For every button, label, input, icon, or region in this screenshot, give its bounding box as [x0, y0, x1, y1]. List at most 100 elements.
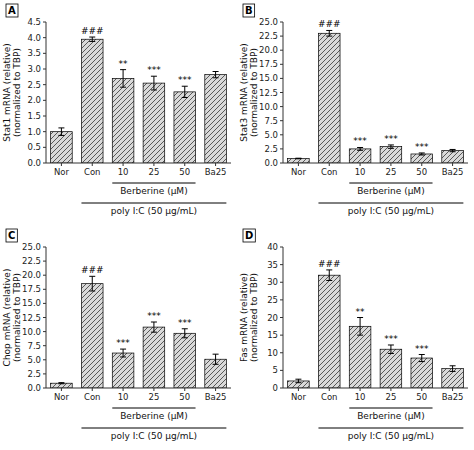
error-bar — [326, 30, 332, 36]
y-tick-label: 25 — [267, 295, 278, 305]
x-axis — [46, 388, 231, 389]
x-tick — [421, 388, 422, 391]
x-tick — [153, 388, 154, 391]
bracket-label: poly I:C (50 μg/mL) — [348, 206, 434, 216]
bar — [112, 78, 134, 163]
y-tick — [43, 345, 46, 346]
error-bar — [450, 366, 456, 372]
y-tick-label: 10.0 — [22, 327, 41, 337]
y-tick — [280, 106, 283, 107]
x-tick — [390, 163, 391, 166]
x-tick — [123, 163, 124, 166]
error-bar — [120, 70, 126, 88]
y-tick — [43, 373, 46, 374]
bracket-label: poly I:C (50 μg/mL) — [111, 206, 197, 216]
bar — [318, 33, 340, 163]
y-tick-label: 1.5 — [27, 111, 41, 121]
bracket-label: Berberine (μM) — [120, 411, 187, 421]
significance: ### — [81, 265, 104, 275]
significance: ### — [318, 259, 341, 269]
error-bar — [357, 147, 363, 150]
error-bar — [450, 149, 456, 151]
y-tick — [280, 264, 283, 265]
y-tick-label: 12.5 — [22, 313, 41, 323]
error-bar — [89, 276, 95, 291]
x-tick — [452, 388, 453, 391]
bar — [81, 284, 103, 388]
bar — [143, 83, 165, 163]
y-tick — [280, 92, 283, 93]
x-tick — [153, 163, 154, 166]
x-tick-label: Con — [321, 167, 338, 177]
bars — [51, 37, 227, 163]
y-axis — [46, 22, 47, 163]
significance: *** — [147, 65, 161, 75]
y-tick-label: 25.0 — [22, 242, 41, 252]
error-bar — [151, 322, 157, 332]
x-tick — [298, 388, 299, 391]
y-tick — [280, 282, 283, 283]
y-tick — [43, 53, 46, 54]
y-tick — [280, 22, 283, 23]
x-tick — [215, 163, 216, 166]
bar — [349, 326, 371, 388]
error-bar — [213, 72, 219, 78]
x-tick — [360, 163, 361, 166]
y-tick — [280, 299, 283, 300]
panel-label: D — [243, 229, 255, 242]
panel-label-text: A — [8, 5, 16, 16]
y-tick-label: 5.0 — [27, 355, 41, 365]
x-tick-label: 50 — [416, 167, 427, 177]
error-bar — [357, 318, 363, 336]
y-tick — [280, 134, 283, 135]
significance: ** — [119, 59, 129, 69]
y-tick-label: 17.5 — [22, 284, 41, 294]
bracket — [112, 183, 195, 184]
significance: ** — [356, 307, 366, 317]
panel-label: B — [243, 4, 255, 17]
y-tick — [280, 78, 283, 79]
bar — [442, 151, 464, 163]
y-tick-label: 4.0 — [27, 33, 41, 43]
significance: ### — [81, 26, 104, 36]
y-tick-label: 2.0 — [27, 95, 41, 105]
y-tick-label: 17.5 — [259, 59, 278, 69]
error-bar — [388, 345, 394, 353]
y-axis-label: Stat3 mRNA (relative)(normalized to TBP) — [239, 43, 259, 142]
bar — [349, 149, 371, 163]
error-bar — [182, 86, 188, 97]
x-tick — [61, 388, 62, 391]
bracket — [112, 408, 195, 409]
bars — [51, 276, 227, 388]
y-tick — [280, 120, 283, 121]
y-tick-label: 0.0 — [27, 158, 41, 168]
y-tick — [43, 261, 46, 262]
error-bar — [388, 145, 394, 148]
bracket-label: Berberine (μM) — [120, 186, 187, 196]
y-tick — [43, 22, 46, 23]
bracket — [81, 203, 226, 204]
bar — [112, 353, 134, 388]
error-bar — [213, 354, 219, 364]
bracket — [318, 203, 463, 204]
significance: *** — [415, 344, 429, 354]
x-tick-label: Ba25 — [205, 392, 227, 402]
y-tick-label: 4.5 — [27, 17, 41, 27]
x-tick-label: 50 — [179, 167, 190, 177]
panel-label: C — [6, 229, 17, 242]
x-tick-label: 10 — [118, 392, 129, 402]
error-bar — [89, 37, 95, 41]
y-tick — [43, 388, 46, 389]
x-tick-label: 25 — [386, 392, 397, 402]
y-tick — [43, 303, 46, 304]
x-tick — [360, 388, 361, 391]
x-tick-label: 25 — [149, 392, 160, 402]
y-tick-label: 5.0 — [264, 130, 278, 140]
significance: *** — [384, 134, 398, 144]
x-tick — [452, 163, 453, 166]
significance: *** — [147, 311, 161, 321]
y-tick — [280, 317, 283, 318]
x-tick-label: 10 — [355, 392, 366, 402]
bar — [288, 158, 310, 163]
y-tick-label: 22.5 — [259, 31, 278, 41]
